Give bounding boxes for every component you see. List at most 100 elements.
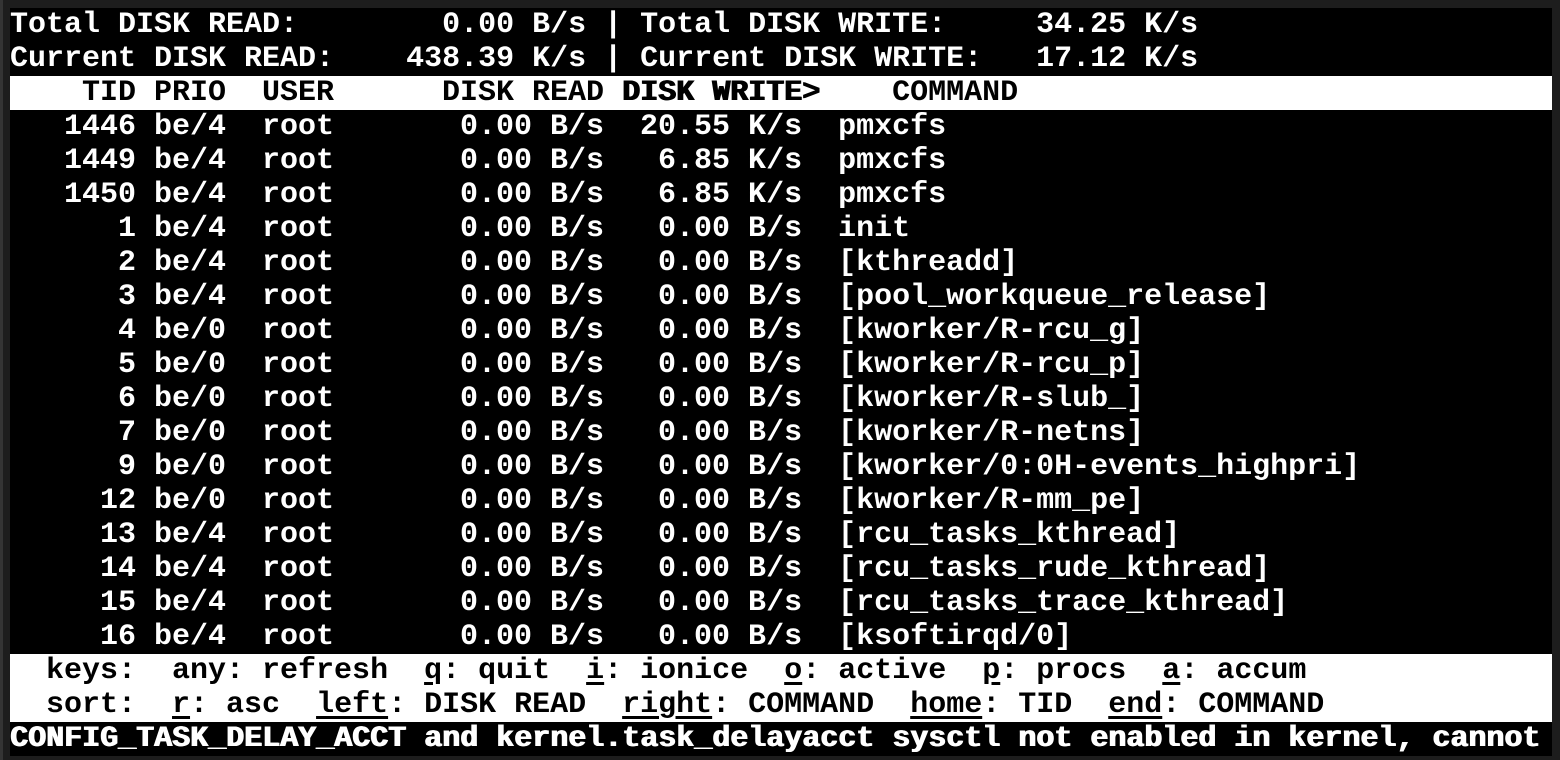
disk-write-cell: 0.00 B/s	[658, 280, 803, 314]
key-name: q	[424, 654, 443, 688]
tid-cell: 9	[118, 450, 137, 484]
current-disk-read-value: 438.39 K/s	[406, 42, 587, 76]
disk-read-cell: 0.00 B/s	[460, 586, 605, 620]
help-key-ionice: i: ionice	[586, 654, 748, 688]
key-desc: COMMAND	[748, 688, 875, 722]
key-sep: :	[604, 654, 641, 688]
user-cell: root	[262, 586, 335, 620]
tid-cell: 5	[118, 348, 137, 382]
disk-read-cell: 0.00 B/s	[460, 280, 605, 314]
sort-indicator-icon: >	[802, 76, 821, 110]
user-cell: root	[262, 280, 335, 314]
current-write-segment: Current DISK WRITE: 17.12 K/s	[640, 42, 1198, 76]
tid-cell: 6	[118, 382, 137, 416]
table-row: 3 be/4 root 0.00 B/s 0.00 B/s [pool_workqueue…	[10, 280, 1552, 314]
disk-read-cell: 0.00 B/s	[460, 212, 605, 246]
table-row: 5 be/0 root 0.00 B/s 0.00 B/s [kworker/R-rcu_…	[10, 348, 1552, 382]
column-header-disk-write: DISK WRITE	[622, 76, 803, 110]
table-row: 1 be/4 root 0.00 B/s 0.00 B/s init	[10, 212, 1552, 246]
key-sep: :	[190, 688, 227, 722]
table-row: 9 be/0 root 0.00 B/s 0.00 B/s [kworker/0:0H-e…	[10, 450, 1552, 484]
key-sep: :	[1180, 654, 1217, 688]
user-cell: root	[262, 178, 335, 212]
table-row: 14 be/4 root 0.00 B/s 0.00 B/s [rcu_tasks_rud…	[10, 552, 1552, 586]
disk-read-cell: 0.00 B/s	[460, 552, 605, 586]
disk-write-cell: 0.00 B/s	[658, 586, 803, 620]
command-cell: [kworker/R-mm_pe]	[838, 484, 1145, 518]
prio-cell: be/4	[154, 144, 227, 178]
key-name: right	[622, 688, 713, 722]
prio-cell: be/4	[154, 280, 227, 314]
user-cell: root	[262, 348, 335, 382]
total-disk-write-label: Total DISK WRITE:	[640, 8, 947, 42]
disk-write-cell: 0.00 B/s	[658, 620, 803, 654]
disk-read-cell: 0.00 B/s	[460, 382, 605, 416]
command-cell: pmxcfs	[838, 144, 947, 178]
help-sort-label: sort:	[46, 688, 137, 722]
key-name: a	[1162, 654, 1181, 688]
total-disk-read-value: 0.00 B/s	[442, 8, 587, 42]
current-disk-read-label: Current DISK READ:	[10, 42, 335, 76]
disk-write-cell: 0.00 B/s	[658, 416, 803, 450]
key-sep: :	[982, 688, 1019, 722]
command-cell: pmxcfs	[838, 178, 947, 212]
key-desc: ionice	[640, 654, 749, 688]
disk-write-cell: 0.00 B/s	[658, 212, 803, 246]
key-name: o	[784, 654, 803, 688]
prio-cell: be/0	[154, 450, 227, 484]
help-sort-bar: sort: r: asc left: DISK READ right: COMMAND…	[10, 688, 1552, 722]
command-cell: [rcu_tasks_kthread]	[838, 518, 1181, 552]
key-sep: :	[712, 688, 749, 722]
prio-cell: be/0	[154, 314, 227, 348]
disk-read-cell: 0.00 B/s	[460, 178, 605, 212]
tid-cell: 13	[100, 518, 137, 552]
table-row: 16 be/4 root 0.00 B/s 0.00 B/s [ksoftirqd/0]	[10, 620, 1552, 654]
tid-cell: 12	[100, 484, 137, 518]
disk-write-cell: 6.85 K/s	[658, 144, 803, 178]
prio-cell: be/4	[154, 552, 227, 586]
user-cell: root	[262, 212, 335, 246]
prio-cell: be/0	[154, 348, 227, 382]
tid-cell: 4	[118, 314, 137, 348]
column-header-prio: PRIO	[154, 76, 227, 110]
prio-cell: be/4	[154, 518, 227, 552]
table-row: 7 be/0 root 0.00 B/s 0.00 B/s [kworker/R-netn…	[10, 416, 1552, 450]
user-cell: root	[262, 382, 335, 416]
help-keys-label: keys:	[46, 654, 137, 688]
key-name: left	[316, 688, 389, 722]
key-desc: DISK READ	[424, 688, 587, 722]
total-read-segment: Total DISK READ: 0.00 B/s	[10, 8, 586, 42]
user-cell: root	[262, 518, 335, 552]
command-cell: init	[838, 212, 911, 246]
disk-write-cell: 0.00 B/s	[658, 348, 803, 382]
user-cell: root	[262, 484, 335, 518]
help-sort-left: left: DISK READ	[316, 688, 586, 722]
prio-cell: be/4	[154, 586, 227, 620]
prio-cell: be/4	[154, 246, 227, 280]
user-cell: root	[262, 144, 335, 178]
table-row: 12 be/0 root 0.00 B/s 0.00 B/s [kworker/R-mm_…	[10, 484, 1552, 518]
disk-write-cell: 0.00 B/s	[658, 518, 803, 552]
command-cell: [kworker/R-slub_]	[838, 382, 1145, 416]
prio-cell: be/4	[154, 178, 227, 212]
disk-read-cell: 0.00 B/s	[460, 110, 605, 144]
column-header-user: USER	[262, 76, 335, 110]
key-desc: COMMAND	[1198, 688, 1325, 722]
column-header-command: COMMAND	[892, 76, 1019, 110]
user-cell: root	[262, 110, 335, 144]
status-line: CONFIG_TASK_DELAY_ACCT and kernel.task_d…	[10, 722, 1552, 756]
command-cell: [kworker/R-rcu_g]	[838, 314, 1145, 348]
prio-cell: be/0	[154, 416, 227, 450]
summary-separator: |	[604, 42, 623, 76]
disk-read-cell: 0.00 B/s	[460, 484, 605, 518]
key-name: i	[586, 654, 605, 688]
column-header-disk-read: DISK READ	[442, 76, 605, 110]
tid-cell: 3	[118, 280, 137, 314]
key-desc: refresh	[262, 654, 389, 688]
table-row: 15 be/4 root 0.00 B/s 0.00 B/s [rcu_tasks_tra…	[10, 586, 1552, 620]
disk-read-cell: 0.00 B/s	[460, 246, 605, 280]
summary-total-line: Total DISK READ: 0.00 B/s | Total DISK WRIT…	[10, 8, 1552, 42]
kernel-warning-message: CONFIG_TASK_DELAY_ACCT and kernel.task_d…	[10, 722, 1541, 756]
disk-write-cell: 0.00 B/s	[658, 552, 803, 586]
